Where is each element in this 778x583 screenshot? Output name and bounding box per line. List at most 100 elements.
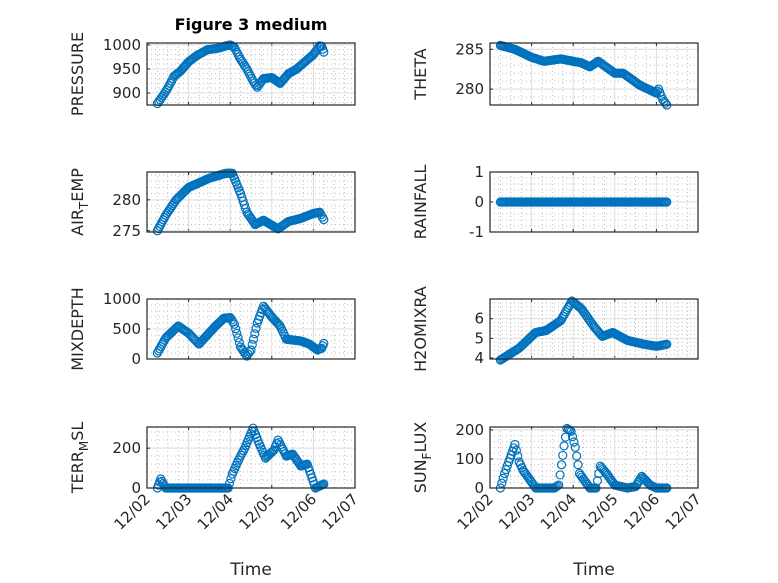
x-tick-label: 12/07 bbox=[662, 490, 705, 533]
data-point bbox=[234, 337, 244, 348]
y-tick-label: 500 bbox=[112, 320, 141, 338]
data-point bbox=[224, 478, 235, 488]
axes-box bbox=[489, 426, 699, 489]
y-tick-label: 100 bbox=[455, 450, 484, 468]
y-tick-label: 0 bbox=[131, 350, 141, 368]
data-point bbox=[573, 460, 583, 470]
x-tick-label: 12/03 bbox=[152, 490, 195, 533]
y-tick-label: 5 bbox=[474, 329, 484, 347]
data-point bbox=[247, 340, 257, 350]
subplot-theta: 280 285 THETA bbox=[411, 40, 699, 110]
x-axis-label-right: Time bbox=[572, 560, 615, 580]
data-point bbox=[273, 77, 283, 87]
data-point bbox=[510, 439, 520, 450]
y-tick-label: 950 bbox=[112, 60, 141, 78]
y-tick-label: 900 bbox=[112, 84, 141, 102]
data-point bbox=[315, 207, 325, 217]
y-tick-label: 280 bbox=[455, 80, 484, 98]
data-point bbox=[559, 441, 569, 451]
data-point bbox=[572, 451, 582, 461]
axes-box bbox=[146, 171, 356, 233]
axes-box bbox=[146, 298, 356, 360]
data-point bbox=[498, 473, 508, 483]
y-axis-label: H2OMIXRA bbox=[411, 286, 430, 372]
y-tick-label: 200 bbox=[112, 439, 141, 457]
data-point bbox=[513, 451, 523, 461]
data-point bbox=[497, 478, 507, 488]
data-point bbox=[229, 319, 239, 329]
data-point bbox=[662, 197, 672, 207]
data-point bbox=[556, 460, 567, 470]
x-tick-label: 12/04 bbox=[194, 490, 237, 533]
data-point bbox=[317, 212, 328, 222]
y-tick-label: 1000 bbox=[103, 290, 141, 308]
y-axis-label: AIRTEMP bbox=[68, 168, 91, 236]
axes-box bbox=[489, 42, 699, 106]
data-point bbox=[240, 203, 251, 214]
data-point bbox=[499, 468, 510, 479]
axes-box bbox=[146, 42, 356, 106]
data-point bbox=[156, 474, 166, 484]
y-tick-label: 280 bbox=[112, 191, 141, 209]
y-axis-label: TERRMSL bbox=[68, 422, 91, 495]
y-axis-label: THETA bbox=[411, 48, 430, 100]
axes-box bbox=[489, 298, 699, 360]
data-point bbox=[268, 446, 278, 456]
subplot-airtemp: 275 280 AIRTEMP bbox=[68, 168, 356, 240]
subplot-pressure: 900 950 1000 PRESSURE bbox=[68, 32, 356, 116]
y-tick-label: 1000 bbox=[103, 36, 141, 54]
y-tick-label: 1 bbox=[474, 163, 484, 181]
data-point bbox=[248, 334, 259, 344]
subplot-rainfall: -1 0 1 RAINFALL bbox=[411, 163, 699, 241]
y-tick-label: 0 bbox=[131, 479, 141, 497]
data-point bbox=[246, 345, 256, 355]
data-point bbox=[555, 470, 565, 480]
axes-box bbox=[489, 171, 699, 233]
data-point bbox=[319, 215, 329, 225]
y-axis-label: MIXDEPTH bbox=[68, 287, 87, 370]
subplot-terrmsl: 12/0212/0312/0412/0512/0612/070200TERRMS… bbox=[68, 422, 362, 534]
y-tick-label: 0 bbox=[474, 479, 484, 497]
y-axis-label: RAINFALL bbox=[411, 165, 430, 240]
data-point bbox=[233, 333, 243, 343]
data-point bbox=[563, 424, 573, 435]
data-point bbox=[552, 481, 562, 491]
data-point bbox=[567, 432, 578, 442]
subplot-mixdepth: 0 500 1000 MIXDEPTH bbox=[68, 287, 356, 371]
data-point bbox=[662, 339, 672, 349]
x-axis-label-left: Time bbox=[229, 560, 272, 580]
y-tick-label: 285 bbox=[455, 40, 484, 58]
x-tick-label: 12/07 bbox=[319, 490, 362, 533]
data-point bbox=[319, 47, 329, 57]
data-point bbox=[511, 445, 521, 455]
data-point bbox=[319, 338, 329, 348]
data-point bbox=[558, 450, 568, 460]
x-tick-label: 12/03 bbox=[495, 490, 538, 533]
chart-title: Figure 3 medium bbox=[175, 15, 328, 34]
y-tick-label: 6 bbox=[474, 310, 484, 328]
data-point bbox=[570, 442, 580, 452]
data-point bbox=[501, 465, 511, 475]
data-point bbox=[560, 432, 571, 442]
data-point bbox=[157, 476, 167, 486]
data-point bbox=[569, 437, 579, 447]
x-tick-label: 12/05 bbox=[578, 490, 621, 533]
data-point bbox=[316, 210, 326, 220]
data-point bbox=[660, 98, 671, 108]
data-point bbox=[250, 329, 260, 339]
data-point bbox=[551, 482, 561, 492]
data-point bbox=[231, 324, 241, 334]
y-tick-label: -1 bbox=[469, 223, 484, 241]
y-tick-label: 200 bbox=[455, 421, 484, 439]
subplot-h2omixra: 4 56 H2OMIXRA bbox=[411, 286, 699, 372]
data-point bbox=[554, 480, 564, 490]
y-tick-label: 275 bbox=[112, 222, 141, 240]
x-tick-label: 12/06 bbox=[277, 490, 320, 533]
x-tick-label: 12/06 bbox=[620, 490, 663, 533]
y-tick-label: 0 bbox=[474, 193, 484, 211]
axes-box bbox=[146, 426, 356, 489]
data-point bbox=[251, 323, 261, 333]
y-axis-label: PRESSURE bbox=[68, 32, 87, 116]
y-tick-label: 4 bbox=[474, 349, 484, 367]
